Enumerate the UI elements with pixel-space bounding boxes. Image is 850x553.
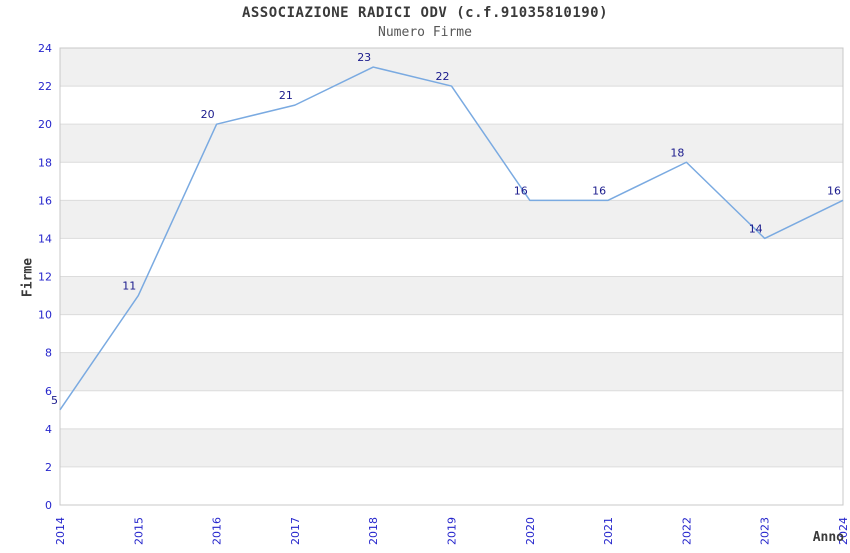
- plot-band: [60, 390, 843, 429]
- plot-band: [60, 276, 843, 315]
- plot-band: [60, 428, 843, 467]
- point-label: 16: [514, 184, 528, 197]
- x-tick-label: 2015: [132, 517, 145, 545]
- point-label: 21: [279, 89, 293, 102]
- plot-band: [60, 48, 843, 87]
- plot-band: [60, 124, 843, 163]
- point-label: 23: [357, 51, 371, 64]
- data-line: [59, 66, 844, 411]
- point-label: 18: [670, 146, 684, 159]
- point-label: 14: [749, 222, 763, 235]
- x-tick-label: 2020: [524, 517, 537, 545]
- x-tick-label: 2014: [54, 517, 67, 545]
- y-tick-label: 14: [38, 232, 52, 245]
- y-axis-title: Firme: [20, 257, 36, 298]
- point-label: 20: [201, 108, 215, 121]
- x-tick-label: 2016: [211, 517, 224, 545]
- point-label: 16: [592, 184, 606, 197]
- point-label: 22: [436, 70, 450, 83]
- plot-band: [60, 466, 843, 505]
- y-tick-label: 12: [38, 271, 52, 284]
- chart-title: ASSOCIAZIONE RADICI ODV (c.f.91035810190…: [241, 5, 609, 21]
- point-label: 11: [122, 280, 136, 293]
- y-tick-label: 2: [45, 461, 52, 474]
- x-tick-label: 2021: [602, 517, 615, 545]
- x-tick-label: 2023: [759, 517, 772, 545]
- y-tick-label: 24: [38, 42, 52, 55]
- y-tick-label: 22: [38, 80, 52, 93]
- x-tick-label: 2019: [446, 517, 459, 545]
- x-tick-label: 2018: [367, 517, 380, 545]
- plot-border: [59, 47, 844, 506]
- y-tick-label: 20: [38, 118, 52, 131]
- x-tick-label: 2017: [289, 517, 302, 545]
- y-tick-label: 0: [45, 499, 52, 512]
- y-tick-label: 18: [38, 156, 52, 169]
- y-tick-label: 16: [38, 194, 52, 207]
- x-tick-label: 2024: [837, 517, 850, 545]
- x-axis-title: Anno: [812, 530, 844, 545]
- point-label: 16: [827, 184, 841, 197]
- plot-band: [60, 238, 843, 277]
- plot-band: [60, 314, 843, 353]
- plot-band: [60, 200, 843, 239]
- plot-band: [60, 162, 843, 201]
- chart-subtitle: Numero Firme: [378, 25, 472, 40]
- plot-band: [60, 352, 843, 391]
- y-tick-label: 10: [38, 309, 52, 322]
- y-tick-label: 8: [45, 347, 52, 360]
- point-label: 5: [51, 394, 58, 407]
- plot-band: [60, 86, 843, 125]
- x-tick-label: 2022: [680, 517, 693, 545]
- y-tick-label: 4: [45, 423, 52, 436]
- y-tick-label: 6: [45, 385, 52, 398]
